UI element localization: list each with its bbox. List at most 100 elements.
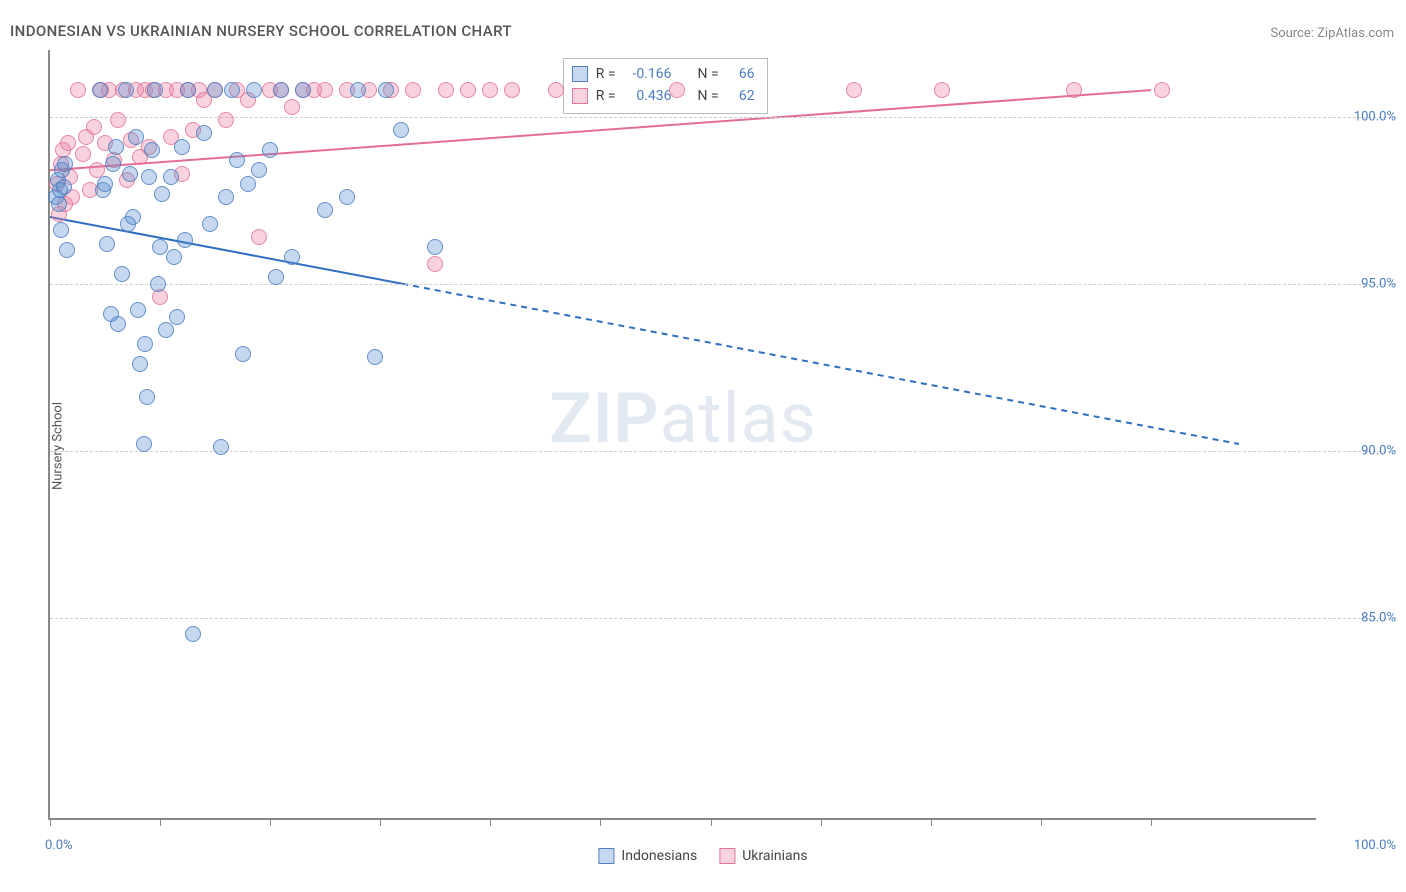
scatter-point-indonesians [235, 346, 251, 362]
scatter-point-indonesians [284, 249, 300, 265]
scatter-point-indonesians [166, 249, 182, 265]
scatter-point-indonesians [56, 179, 72, 195]
scatter-point-ukrainians [482, 82, 498, 98]
legend-n-value: 62 [727, 85, 755, 107]
scatter-point-indonesians [52, 182, 68, 198]
scatter-point-ukrainians [128, 82, 144, 98]
scatter-point-indonesians [130, 302, 146, 318]
x-tick [711, 818, 712, 826]
scatter-point-ukrainians [284, 99, 300, 115]
scatter-point-ukrainians [132, 149, 148, 165]
scatter-point-indonesians [137, 336, 153, 352]
scatter-point-ukrainians [218, 112, 234, 128]
scatter-point-ukrainians [460, 82, 476, 98]
scatter-point-indonesians [110, 316, 126, 332]
scatter-point-ukrainians [504, 82, 520, 98]
scatter-point-ukrainians [51, 206, 67, 222]
scatter-point-indonesians [196, 125, 212, 141]
scatter-point-indonesians [177, 232, 193, 248]
scatter-point-ukrainians [1154, 82, 1170, 98]
x-tick [1041, 818, 1042, 826]
scatter-point-ukrainians [251, 229, 267, 245]
scatter-point-indonesians [273, 82, 289, 98]
scatter-point-ukrainians [123, 132, 139, 148]
trend-line [402, 284, 1239, 444]
scatter-point-indonesians [367, 349, 383, 365]
source-name: ZipAtlas.com [1317, 26, 1394, 41]
y-tick-label: 95.0% [1326, 276, 1396, 291]
scatter-point-indonesians [48, 189, 64, 205]
scatter-point-ukrainians [174, 166, 190, 182]
scatter-point-indonesians [169, 309, 185, 325]
scatter-point-ukrainians [273, 82, 289, 98]
scatter-point-ukrainians [339, 82, 355, 98]
scatter-point-ukrainians [53, 156, 69, 172]
scatter-point-indonesians [174, 139, 190, 155]
y-tick-label: 90.0% [1326, 443, 1396, 458]
scatter-point-ukrainians [152, 289, 168, 305]
scatter-point-indonesians [99, 236, 115, 252]
x-tick [1151, 818, 1152, 826]
scatter-point-ukrainians [97, 135, 113, 151]
scatter-point-indonesians [202, 216, 218, 232]
scatter-point-indonesians [125, 209, 141, 225]
scatter-point-indonesians [103, 306, 119, 322]
scatter-point-ukrainians [75, 146, 91, 162]
scatter-point-ukrainians [106, 152, 122, 168]
scatter-point-ukrainians [240, 92, 256, 108]
scatter-point-indonesians [218, 189, 234, 205]
x-tick [160, 818, 161, 826]
scatter-point-ukrainians [86, 119, 102, 135]
legend-row-ukrainians: R = 0.436N = 62 [572, 85, 755, 107]
scatter-point-indonesians [92, 82, 108, 98]
scatter-point-ukrainians [196, 92, 212, 108]
scatter-point-indonesians [136, 436, 152, 452]
watermark-light: atlas [660, 378, 817, 460]
scatter-point-indonesians [295, 82, 311, 98]
trend-line [50, 217, 402, 284]
scatter-point-indonesians [118, 82, 134, 98]
scatter-point-indonesians [180, 82, 196, 98]
scatter-point-ukrainians [229, 82, 245, 98]
scatter-point-ukrainians [207, 82, 223, 98]
scatter-point-indonesians [317, 202, 333, 218]
y-tick-label: 85.0% [1326, 610, 1396, 625]
scatter-point-ukrainians [141, 139, 157, 155]
scatter-point-indonesians [108, 139, 124, 155]
gridline-h [50, 618, 1396, 619]
scatter-point-indonesians [185, 626, 201, 642]
x-tick [490, 818, 491, 826]
scatter-point-ukrainians [89, 162, 105, 178]
scatter-point-ukrainians [169, 82, 185, 98]
scatter-point-ukrainians [60, 135, 76, 151]
scatter-point-ukrainians [82, 182, 98, 198]
legend-label-indonesians: Indonesians [621, 848, 697, 864]
scatter-point-indonesians [268, 269, 284, 285]
legend-n-prefix: N = [698, 85, 719, 107]
scatter-point-indonesians [51, 196, 67, 212]
legend-r-value: -0.166 [624, 63, 672, 85]
scatter-point-ukrainians [405, 82, 421, 98]
scatter-point-ukrainians [163, 129, 179, 145]
scatter-point-ukrainians [262, 82, 278, 98]
legend-n-value: 66 [727, 63, 755, 85]
x-axis-max-label: 100.0% [1354, 838, 1396, 853]
scatter-point-ukrainians [93, 82, 109, 98]
scatter-point-ukrainians [295, 82, 311, 98]
scatter-point-indonesians [262, 142, 278, 158]
x-tick [821, 818, 822, 826]
scatter-point-ukrainians [846, 82, 862, 98]
scatter-point-indonesians [339, 189, 355, 205]
legend-r-value: 0.436 [624, 85, 672, 107]
scatter-point-ukrainians [115, 82, 131, 98]
chart-title: INDONESIAN VS UKRAINIAN NURSERY SCHOOL C… [10, 22, 512, 40]
scatter-point-ukrainians [137, 82, 153, 98]
scatter-point-indonesians [213, 439, 229, 455]
scatter-point-ukrainians [119, 172, 135, 188]
scatter-point-ukrainians [78, 129, 94, 145]
x-tick [50, 818, 51, 826]
scatter-point-indonesians [229, 152, 245, 168]
x-tick [270, 818, 271, 826]
legend-swatch-ukrainians [719, 848, 735, 864]
scatter-point-ukrainians [191, 82, 207, 98]
